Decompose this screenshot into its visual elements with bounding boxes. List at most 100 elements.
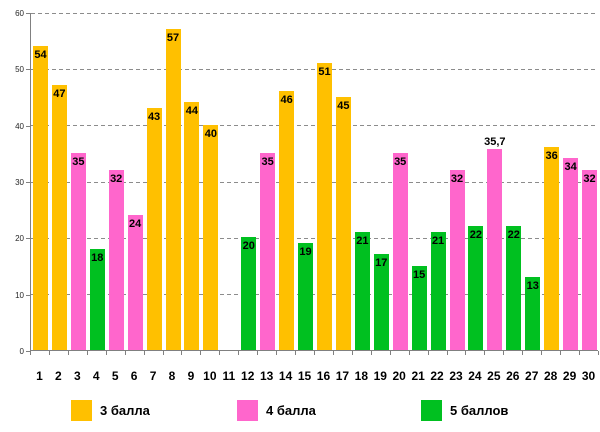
bar-value-label: 21: [356, 234, 369, 247]
x-tick: [124, 351, 126, 355]
x-tick: [86, 351, 88, 355]
bar-7: [146, 107, 162, 350]
x-tick-label: 8: [168, 369, 176, 383]
x-tick: [200, 351, 202, 355]
x-tick-label: 15: [297, 369, 312, 383]
x-tick-label: 4: [92, 369, 100, 383]
x-tick: [465, 351, 467, 355]
y-axis-label: 30: [15, 178, 24, 187]
bar-value-label: 54: [34, 48, 47, 61]
bar-1: [32, 45, 48, 350]
x-tick-label: 26: [506, 369, 520, 383]
x-tick: [162, 351, 164, 355]
bar-12: [241, 237, 257, 350]
bar-value-label: 22: [469, 229, 483, 242]
x-tick-label: 1: [36, 369, 43, 383]
bar-2: [51, 85, 67, 350]
bar-value-label: 19: [299, 245, 312, 258]
x-tick-label: 18: [354, 369, 368, 383]
x-tick-label: 3: [73, 369, 81, 383]
y-tick: [26, 238, 30, 240]
x-tick: [427, 351, 429, 355]
x-tick: [30, 351, 31, 355]
x-tick: [389, 351, 391, 355]
x-tick: [276, 351, 278, 355]
x-tick-label: 12: [241, 369, 255, 383]
legend-swatch-icon: [71, 400, 92, 421]
bar-value-label: 18: [91, 251, 104, 264]
x-tick-label: 6: [130, 369, 138, 383]
y-tick: [26, 351, 30, 352]
x-tick: [351, 351, 353, 355]
bar-25: [487, 148, 503, 350]
x-tick-label: 7: [149, 369, 157, 383]
gridline-50: [31, 68, 598, 70]
legend-item-2: 4 балла: [237, 400, 316, 421]
x-tick: [408, 351, 410, 355]
bar-6: [127, 214, 143, 350]
x-tick: [598, 351, 599, 355]
x-tick-label: 13: [259, 369, 274, 383]
bar-10: [203, 124, 219, 350]
x-tick: [143, 351, 145, 355]
bar-15: [298, 242, 314, 350]
x-tick-label: 2: [55, 369, 62, 383]
x-tick-label: 5: [111, 369, 119, 383]
bar-value-label: 17: [375, 257, 388, 270]
x-tick-label: 17: [335, 369, 350, 383]
x-tick-label: 29: [562, 369, 577, 383]
x-tick: [370, 351, 372, 355]
x-tick-label: 22: [430, 369, 444, 383]
x-tick-label: 9: [187, 369, 195, 383]
y-tick: [26, 69, 30, 71]
x-tick-label: 19: [373, 369, 387, 383]
legend-item-1: 3 балла: [71, 400, 150, 421]
bar-28: [544, 147, 560, 350]
bar-value-label: 47: [53, 88, 66, 101]
x-tick-label: 25: [487, 369, 501, 383]
x-tick: [446, 351, 448, 355]
bar-value-label: 40: [204, 127, 217, 140]
bar-8: [165, 28, 181, 350]
x-tick-label: 24: [468, 369, 482, 383]
bar-value-label: 35,7: [484, 135, 506, 148]
x-tick-label: 20: [392, 369, 406, 383]
legend-label: 4 балла: [266, 403, 316, 418]
y-axis-label: 0: [19, 347, 24, 356]
legend-label: 3 балла: [100, 403, 150, 418]
bar-value-label: 22: [507, 229, 520, 242]
bar-value-label: 46: [280, 93, 293, 106]
x-tick: [295, 351, 297, 355]
y-axis-label: 40: [15, 121, 24, 131]
bar-5: [108, 169, 124, 350]
x-tick: [484, 351, 486, 355]
bar-17: [335, 96, 351, 350]
y-axis-label: 60: [15, 9, 24, 18]
x-tick: [314, 351, 315, 355]
bar-value-label: 32: [450, 172, 464, 185]
bar-value-label: 35: [394, 155, 407, 168]
bar-value-label: 36: [545, 150, 558, 163]
bar-13: [260, 152, 276, 350]
bar-value-label: 57: [166, 31, 180, 44]
x-tick: [238, 351, 240, 355]
x-tick-label: 16: [316, 369, 331, 383]
y-tick: [26, 182, 30, 183]
legend-label: 5 баллов: [450, 403, 509, 418]
y-tick: [26, 294, 30, 296]
gridline-60: [31, 12, 598, 14]
x-tick: [560, 351, 562, 355]
x-tick-label: 27: [525, 369, 539, 383]
bar-9: [184, 102, 200, 350]
legend-swatch-icon: [421, 400, 442, 421]
bar-value-label: 43: [147, 110, 161, 123]
y-tick: [26, 125, 30, 127]
bar-value-label: 32: [583, 172, 596, 185]
bar-23: [449, 169, 465, 350]
y-axis-label: 10: [15, 290, 24, 300]
bar-value-label: 15: [413, 268, 426, 281]
x-tick: [503, 351, 505, 355]
gridline-40: [31, 125, 598, 127]
legend-swatch-icon: [237, 400, 258, 421]
